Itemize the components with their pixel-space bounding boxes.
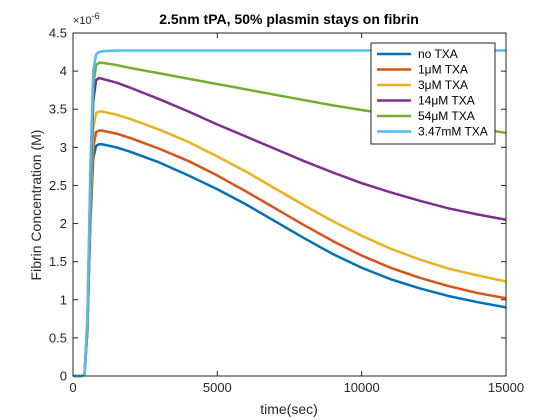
legend-entry-label: 54μM TXA [418, 109, 475, 123]
y-tick-label: 0 [60, 369, 67, 384]
y-axis-label: Fibrin Concentration (M) [28, 130, 44, 281]
y-tick-label: 1.5 [49, 254, 67, 269]
y-axis-exponent-base: ×10 [73, 15, 92, 27]
legend-entry-label: 1μM TXA [418, 63, 468, 77]
legend-entry-label: no TXA [418, 47, 458, 61]
legend-box [370, 42, 496, 145]
y-tick-label: 3 [60, 140, 67, 155]
chart-title: 2.5nm tPA, 50% plasmin stays on fibrin [159, 11, 419, 27]
y-tick-label: 2 [60, 216, 67, 231]
y-tick-label: 2.5 [49, 178, 67, 193]
legend-entry-label: 3μM TXA [418, 78, 468, 92]
x-tick-label: 5000 [203, 380, 232, 395]
axes-layer: 0 5000 10000 15000 0 0.5 1 1.5 2 2.5 3 3.5 4 4.5 [49, 26, 524, 396]
y-tick-label: 4.5 [49, 26, 67, 41]
x-tick-label: 15000 [488, 380, 524, 395]
x-tick-label: 0 [69, 380, 76, 395]
y-tick-label: 0.5 [49, 330, 67, 345]
y-tick-label: 3.5 [49, 102, 67, 117]
legend-entry-label: 3.47mM TXA [418, 125, 488, 139]
y-tick-label: 1 [60, 292, 67, 307]
y-axis-exponent-power: -6 [92, 11, 100, 21]
axes-box [72, 32, 507, 377]
y-axis-exponent: ×10-6 [73, 11, 100, 27]
y-tick-label: 4 [60, 64, 67, 79]
x-axis-label: time(sec) [260, 401, 318, 417]
legend-entry-label: 14μM TXA [418, 94, 475, 108]
x-tick-label: 10000 [344, 380, 380, 395]
